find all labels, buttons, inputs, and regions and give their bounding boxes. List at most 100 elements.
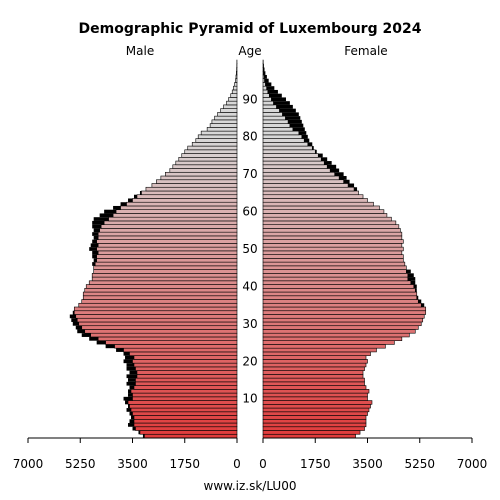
female-bar-age-2	[262, 426, 365, 431]
male-bar-age-93	[233, 85, 238, 91]
female-bar-age-97	[262, 70, 264, 76]
male-bar-age-10	[132, 396, 238, 401]
male-bar-age-46	[94, 261, 238, 267]
male-excess-age-23	[116, 348, 124, 352]
male-bar-age-4	[133, 418, 238, 424]
male-excess-age-27	[81, 333, 91, 337]
male-bar-age-29	[81, 325, 238, 330]
male-excess-age-12	[128, 389, 132, 394]
female-bar-age-53	[262, 235, 403, 240]
female-bar-age-75	[262, 153, 319, 158]
male-excess-age-29	[75, 325, 82, 330]
female-bar-age-34	[262, 306, 427, 312]
male-x-tick-3500-label: 3500	[117, 457, 148, 471]
age-tick-40: 40	[242, 279, 257, 293]
male-bar-age-12	[130, 389, 238, 394]
male-bar-age-3	[133, 422, 238, 428]
female-bar-age-10	[262, 396, 368, 401]
male-bar-age-50	[96, 246, 238, 252]
female-bar-age-78	[262, 142, 309, 147]
female-bar-age-35	[262, 302, 422, 308]
male-excess-age-14	[126, 381, 136, 386]
female-excess-age-84	[288, 119, 302, 124]
female-bar-age-0	[262, 433, 356, 439]
male-excess-age-33	[72, 310, 75, 315]
female-excess-age-97	[263, 71, 266, 75]
male-excess-age-21	[125, 355, 134, 360]
male-bar-age-36	[81, 299, 238, 304]
male-excess-age-54	[92, 232, 99, 236]
female-excess-age-35	[421, 303, 425, 308]
male-excess-age-16	[126, 374, 137, 379]
female-x-tick-7000-label: 7000	[457, 457, 488, 471]
male-bar-age-88	[223, 104, 238, 109]
male-bar-age-66	[145, 186, 238, 192]
female-bar-age-21	[262, 355, 367, 360]
age-tick-labels: 10 20 30 40 50 60 70 80 90	[242, 92, 257, 405]
male-x-tick-5250-label: 5250	[65, 457, 96, 471]
age-tick-70: 70	[242, 167, 257, 181]
male-bar-age-6	[132, 411, 238, 416]
female-bar-age-49	[262, 250, 403, 255]
female-excess-age-93	[266, 86, 275, 90]
female-bar-age-12	[262, 389, 370, 394]
male-bar-age-92	[231, 89, 238, 94]
male-bar-age-16	[136, 374, 238, 379]
female-bar-age-24	[262, 344, 386, 349]
male-excess-age-5	[131, 415, 134, 420]
female-bar-age-69	[262, 175, 340, 181]
male-bar-age-9	[127, 400, 238, 405]
male-bar-age-70	[165, 171, 238, 177]
male-excess-age-46	[92, 262, 96, 266]
female-excess-age-89	[273, 101, 290, 105]
female-bar-age-57	[262, 220, 397, 225]
female-excess-age-37	[416, 295, 419, 300]
female-bar-age-96	[262, 74, 265, 80]
female-excess-age-42	[407, 277, 416, 281]
male-bar-age-24	[114, 344, 238, 349]
female-excess-age-75	[318, 153, 323, 158]
female-bar-age-63	[262, 198, 368, 203]
female-bar-age-13	[262, 385, 367, 390]
age-tick-10: 10	[242, 392, 257, 406]
male-bar-age-53	[97, 235, 238, 240]
female-bar-age-67	[262, 183, 349, 188]
male-bar-age-32	[75, 314, 238, 319]
age-tick-80: 80	[242, 130, 257, 144]
male-bar-age-82	[206, 127, 238, 132]
female-bar-age-15	[262, 377, 365, 383]
male-bar-age-15	[135, 377, 238, 383]
female-bar-age-42	[262, 276, 409, 282]
male-excess-age-64	[133, 194, 137, 199]
female-bar-age-39	[262, 287, 416, 293]
male-excess-age-7	[126, 408, 132, 412]
female-excess-age-68	[343, 179, 350, 184]
female-bar-age-50	[262, 246, 404, 252]
age-label: Age	[238, 44, 261, 58]
male-excess-age-49	[92, 250, 99, 255]
female-excess-age-40	[413, 284, 417, 289]
male-excess-age-17	[129, 370, 137, 375]
male-bar-age-17	[136, 370, 238, 375]
male-excess-age-32	[69, 314, 76, 319]
male-excess-age-8	[128, 404, 130, 409]
male-bar-age-77	[187, 145, 238, 151]
female-bar-age-60	[262, 209, 385, 214]
female-excess-age-98	[263, 67, 265, 72]
female-bar-age-89	[262, 100, 274, 106]
female-bar-age-20	[262, 359, 368, 364]
male-excess-age-30	[72, 321, 79, 326]
female-bar-age-9	[262, 400, 373, 405]
male-bar-age-83	[209, 123, 238, 128]
female-bar-age-74	[262, 157, 322, 162]
female-excess-age-88	[276, 104, 293, 109]
female-excess-age-43	[407, 273, 414, 278]
female-bar-age-80	[262, 134, 303, 139]
age-tick-50: 50	[242, 242, 257, 256]
male-excess-age-13	[129, 385, 134, 390]
male-bar-age-7	[130, 407, 238, 413]
male-bar-age-85	[214, 115, 238, 121]
female-bar-age-85	[262, 115, 286, 121]
female-bar-age-37	[262, 295, 418, 300]
female-excess-age-99	[263, 63, 264, 68]
